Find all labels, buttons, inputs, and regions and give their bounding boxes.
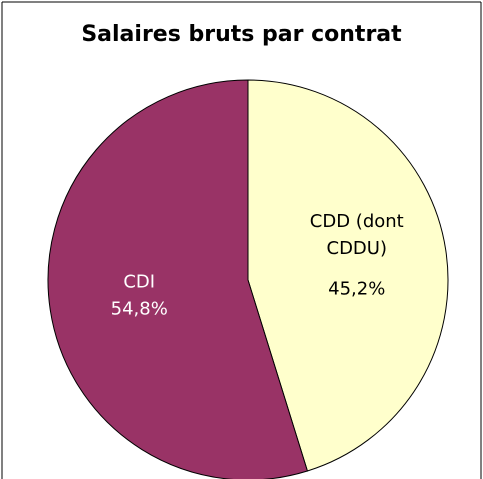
pie-slice [247,79,449,472]
chart-title: Salaires bruts par contrat [81,22,402,47]
pie-slice [47,79,309,479]
slice-label: CDD (dont CDDU) [309,211,404,260]
slice-label: CDI [123,271,156,293]
slice-value-label: 54,8% [110,298,168,320]
slice-value-label: 45,2% [328,278,386,300]
